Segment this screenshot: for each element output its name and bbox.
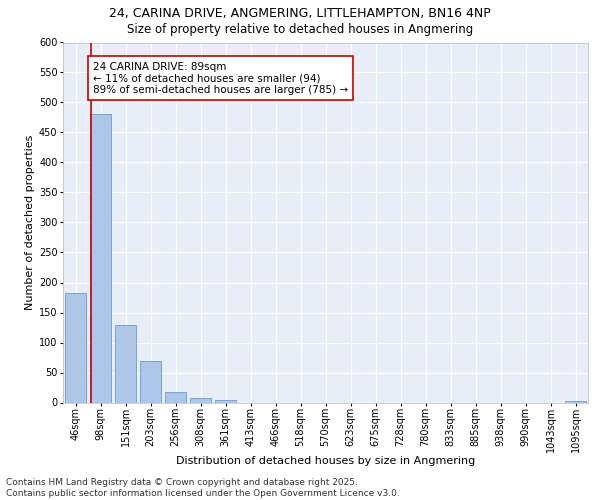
Bar: [140, 360, 161, 403]
Text: Size of property relative to detached houses in Angmering: Size of property relative to detached ho…: [127, 22, 473, 36]
Bar: [90, 114, 111, 403]
Bar: [65, 292, 86, 403]
Y-axis label: Number of detached properties: Number of detached properties: [25, 135, 35, 310]
Bar: [190, 398, 211, 402]
Bar: [565, 400, 586, 402]
Bar: [115, 324, 136, 402]
Text: 24 CARINA DRIVE: 89sqm
← 11% of detached houses are smaller (94)
89% of semi-det: 24 CARINA DRIVE: 89sqm ← 11% of detached…: [93, 62, 348, 95]
Bar: [165, 392, 186, 402]
Text: Contains HM Land Registry data © Crown copyright and database right 2025.
Contai: Contains HM Land Registry data © Crown c…: [6, 478, 400, 498]
X-axis label: Distribution of detached houses by size in Angmering: Distribution of detached houses by size …: [176, 456, 475, 466]
Bar: [215, 400, 236, 402]
Text: 24, CARINA DRIVE, ANGMERING, LITTLEHAMPTON, BN16 4NP: 24, CARINA DRIVE, ANGMERING, LITTLEHAMPT…: [109, 8, 491, 20]
